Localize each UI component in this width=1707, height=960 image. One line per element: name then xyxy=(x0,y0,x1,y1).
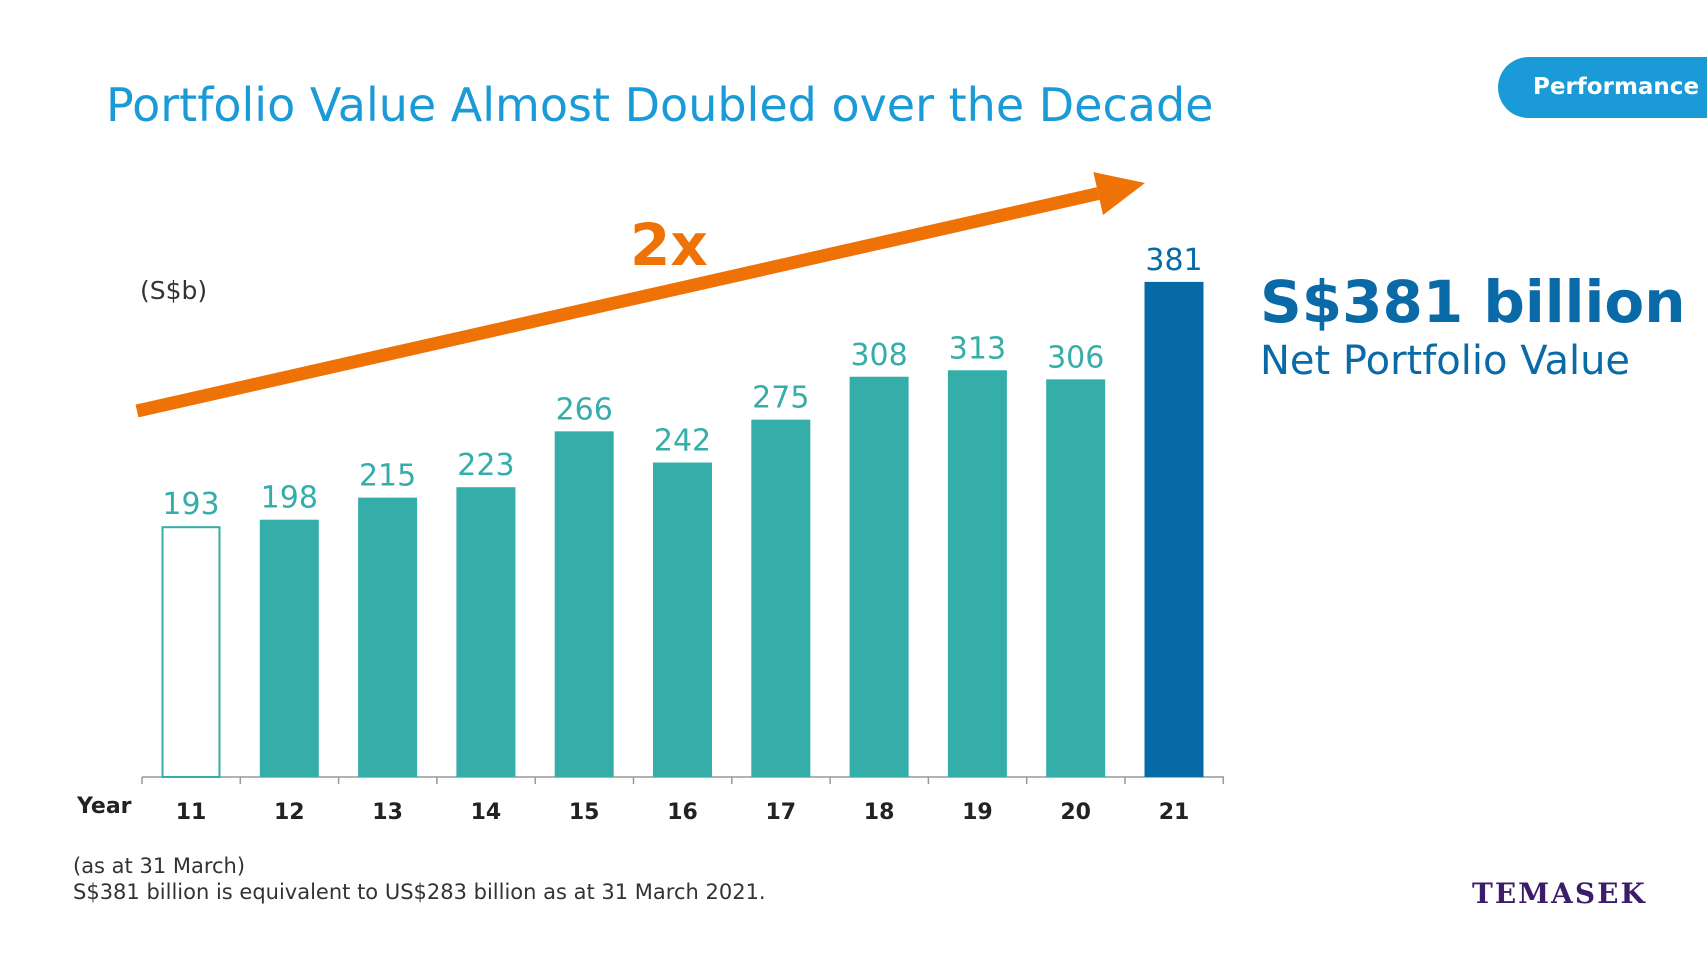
section-tag: Performance xyxy=(1498,57,1707,118)
growth-annotation: 2x xyxy=(630,211,708,279)
bar-value-label: 198 xyxy=(261,481,318,516)
x-tick-label: 21 xyxy=(1159,800,1190,825)
footnote-conversion: S$381 billion is equivalent to US$283 bi… xyxy=(73,880,766,904)
unit-label: (S$b) xyxy=(140,276,208,305)
footnote-date: (as at 31 March) xyxy=(73,854,246,878)
bar-value-label: 215 xyxy=(359,459,416,494)
x-tick-label: 14 xyxy=(471,800,502,825)
bar xyxy=(1144,281,1204,777)
growth-arrow xyxy=(135,187,1100,418)
bar xyxy=(1046,379,1106,777)
x-tick-label: 20 xyxy=(1060,800,1091,825)
highlight-value: S$381 billion xyxy=(1260,268,1686,336)
x-tick-label: 19 xyxy=(962,800,993,825)
bar-value-label: 266 xyxy=(556,392,613,427)
x-tick-label: 17 xyxy=(765,800,796,825)
bar-value-label: 313 xyxy=(949,331,1006,366)
growth-arrow-head xyxy=(1093,172,1145,216)
bar-value-label: 381 xyxy=(1145,243,1202,278)
bar xyxy=(259,519,319,777)
x-axis-label: Year xyxy=(76,794,132,819)
bar-value-label: 275 xyxy=(752,381,809,416)
bar xyxy=(947,370,1007,777)
bar xyxy=(751,419,811,777)
x-tick-label: 15 xyxy=(569,800,600,825)
bar xyxy=(358,497,418,777)
bar-value-label: 308 xyxy=(850,338,907,373)
highlight-label: Net Portfolio Value xyxy=(1260,338,1631,384)
bar-value-label: 223 xyxy=(457,448,514,483)
page-title: Portfolio Value Almost Doubled over the … xyxy=(106,78,1214,132)
x-tick-label: 12 xyxy=(274,800,305,825)
bar-value-label: 193 xyxy=(162,487,219,522)
x-tick-label: 18 xyxy=(864,800,895,825)
bar xyxy=(161,526,221,778)
bar xyxy=(653,462,712,777)
x-tick-label: 13 xyxy=(372,800,403,825)
bar xyxy=(554,431,614,777)
bar-value-label: 306 xyxy=(1047,340,1104,375)
temasek-logo: TEMASEK xyxy=(1472,877,1647,910)
bar xyxy=(849,376,909,777)
bar xyxy=(456,487,516,777)
x-tick-label: 11 xyxy=(176,800,207,825)
x-tick-label: 16 xyxy=(667,800,698,825)
bar-value-label: 242 xyxy=(654,424,711,459)
